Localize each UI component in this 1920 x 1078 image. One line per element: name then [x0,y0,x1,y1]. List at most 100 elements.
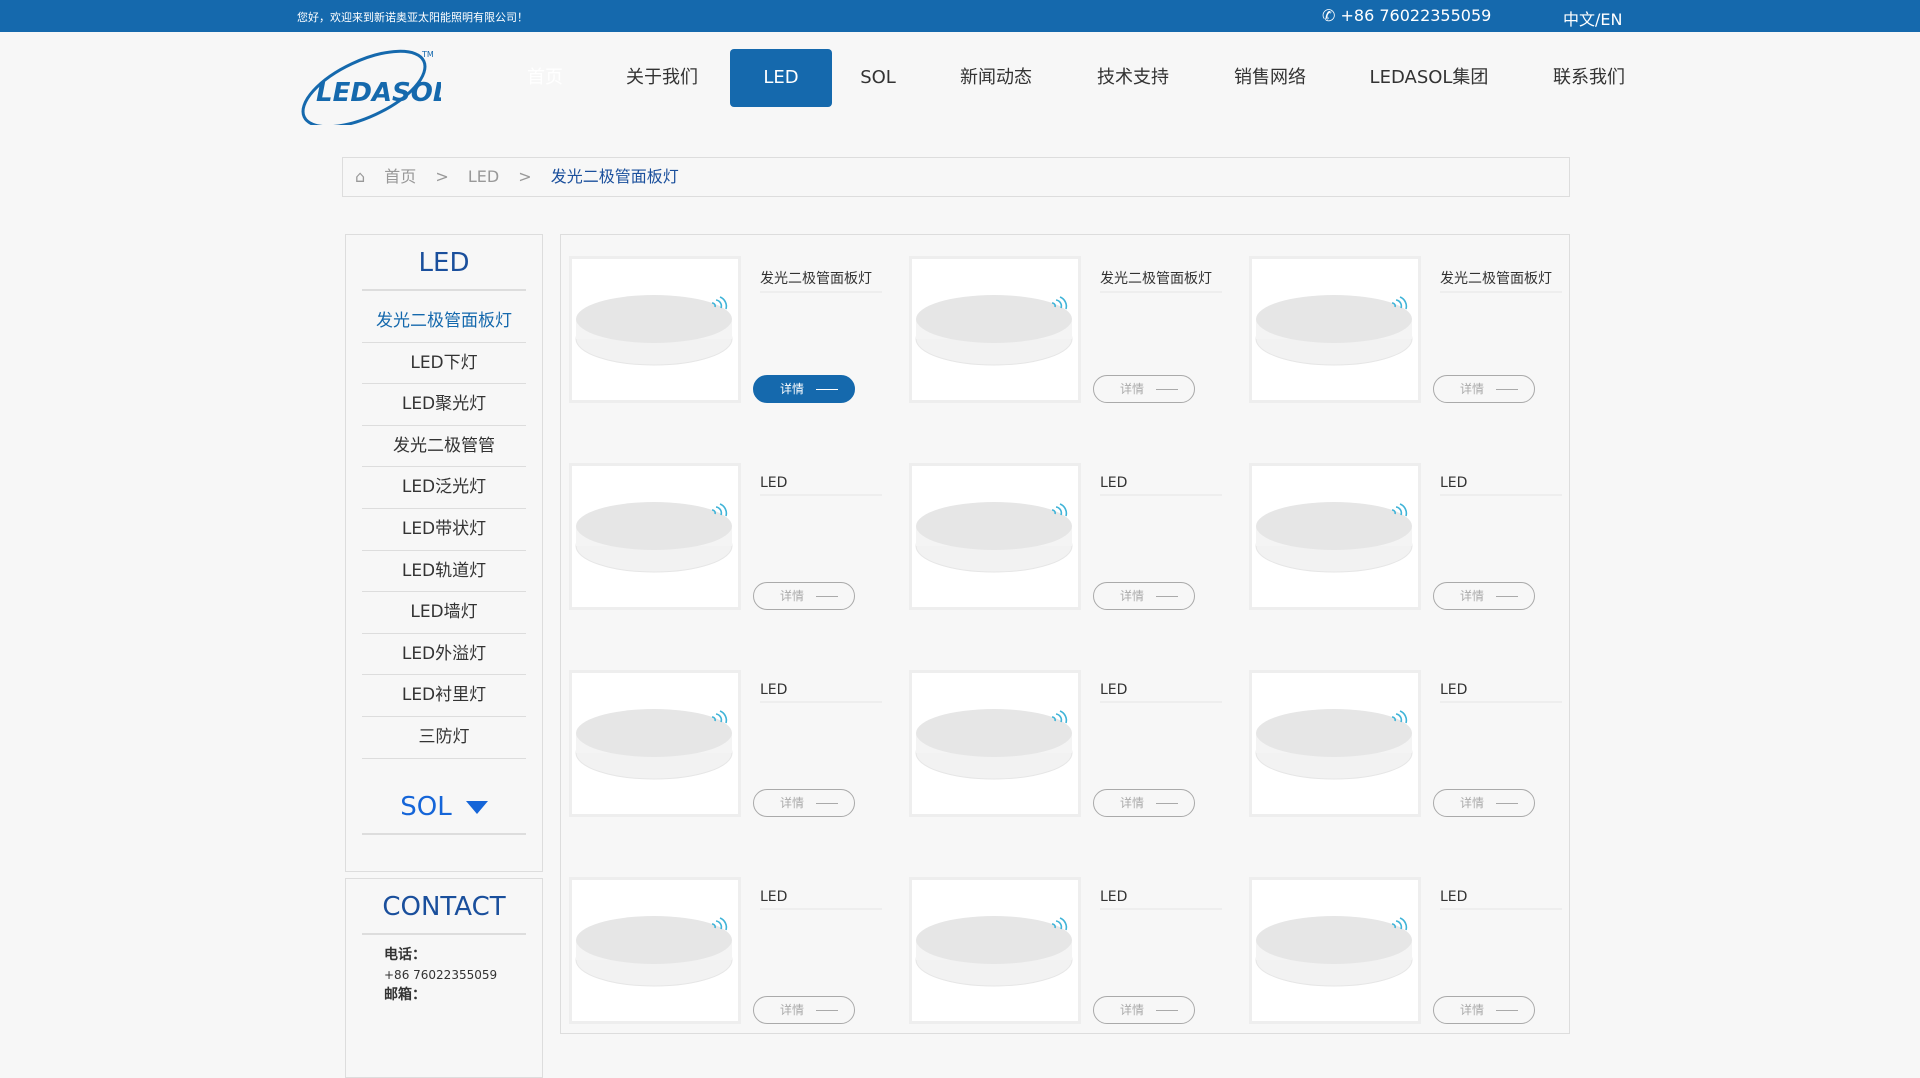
product-title[interactable]: LED [1100,889,1222,910]
sidebar-item[interactable]: LED聚光灯 [362,384,526,426]
sidebar-sol-toggle[interactable]: SOL [362,779,526,835]
product-title[interactable]: LED [1440,682,1562,703]
details-button[interactable]: 详情 [1433,789,1535,817]
details-label: 详情 [780,589,805,603]
details-button[interactable]: 详情 [1433,582,1535,610]
details-button[interactable]: 详情 [1093,375,1195,403]
details-label: 详情 [1460,382,1485,396]
details-button[interactable]: 详情 [1093,582,1195,610]
product-image[interactable] [1249,256,1421,403]
product-image[interactable] [909,877,1081,1024]
sidebar-item[interactable]: LED下灯 [362,343,526,385]
product-image[interactable] [569,877,741,1024]
product-title[interactable]: 发光二极管面板灯 [1100,268,1222,293]
product-card: LED 详情 [909,670,1239,820]
product-image[interactable] [909,463,1081,610]
nav-contact[interactable]: 联系我们 [1553,67,1625,88]
nav-news[interactable]: 新闻动态 [960,67,1032,88]
details-label: 详情 [780,1003,805,1017]
contact-phone: +86 76022355059 [384,968,498,982]
details-label: 详情 [1460,796,1485,810]
product-card: LED 详情 [909,463,1239,613]
nav-support[interactable]: 技术支持 [1097,67,1169,88]
panel-light-image [915,502,1073,573]
phone-icon: ✆ [1322,6,1341,25]
top-bar: 您好，欢迎来到新诺奥亚太阳能照明有限公司！ ✆ +86 76022355059 … [0,0,1920,32]
details-label: 详情 [1120,589,1145,603]
details-button[interactable]: 详情 [753,996,855,1024]
svg-text:TM: TM [421,50,434,59]
details-button[interactable]: 详情 [1093,789,1195,817]
product-title[interactable]: LED [1100,475,1222,496]
panel-light-image [575,295,733,366]
product-image[interactable] [909,256,1081,403]
arrow-right-icon [816,384,839,390]
panel-light-image [1255,295,1413,366]
nav-sales[interactable]: 销售网络 [1234,67,1306,88]
details-button[interactable]: 详情 [1433,375,1535,403]
sidebar-item[interactable]: LED衬里灯 [362,675,526,717]
details-button[interactable]: 详情 [753,582,855,610]
sidebar-item[interactable]: 三防灯 [362,717,526,759]
panel-light-image [915,295,1073,366]
product-card: 发光二极管面板灯 详情 [909,256,1239,406]
sidebar-item[interactable]: 发光二极管管 [362,426,526,468]
product-card: LED 详情 [1249,670,1579,820]
sidebar-item[interactable]: LED墙灯 [362,592,526,634]
nav-home[interactable]: 首页 [527,67,563,88]
details-button[interactable]: 详情 [753,789,855,817]
product-grid: 发光二极管面板灯 详情 发光二极管面板灯 详情 发光二极管面板灯 详情 LED … [560,234,1570,1034]
product-title[interactable]: LED [760,682,882,703]
product-title[interactable]: LED [1100,682,1222,703]
panel-light-image [575,502,733,573]
arrow-right-icon [1496,384,1519,390]
contact-title: CONTACT [362,879,526,935]
product-image[interactable] [569,670,741,817]
arrow-right-icon [1156,591,1179,597]
category-sidebar: LED 发光二极管面板灯 LED下灯 LED聚光灯 发光二极管管 LED泛光灯 LED带状… [345,234,543,872]
breadcrumb-home[interactable]: 首页 [384,167,417,186]
breadcrumb-current: 发光二极管面板灯 [550,167,679,186]
details-label: 详情 [1120,382,1145,396]
home-icon: ⌂ [355,167,366,186]
arrow-right-icon [1496,1005,1519,1011]
product-title[interactable]: LED [1440,475,1562,496]
product-image[interactable] [1249,877,1421,1024]
phone-number: +86 76022355059 [1340,6,1492,25]
product-image[interactable] [569,256,741,403]
nav-group[interactable]: LEDASOL集团 [1369,67,1489,88]
sidebar-item[interactable]: LED轨道灯 [362,551,526,593]
product-image[interactable] [1249,670,1421,817]
product-title[interactable]: 发光二极管面板灯 [1440,268,1562,293]
nav-about[interactable]: 关于我们 [626,67,698,88]
sol-label: SOL [400,791,452,822]
details-label: 详情 [1460,1003,1485,1017]
product-card: 发光二极管面板灯 详情 [1249,256,1579,406]
breadcrumb-led[interactable]: LED [467,167,500,186]
details-button[interactable]: 详情 [1093,996,1195,1024]
product-title[interactable]: LED [760,475,882,496]
product-card: LED 详情 [1249,463,1579,613]
nav-led[interactable]: LED [730,49,832,107]
email-label: 邮箱： [384,987,426,1003]
product-title[interactable]: 发光二极管面板灯 [760,268,882,293]
language-switch[interactable]: 中文/EN [1563,10,1623,29]
arrow-right-icon [816,1005,839,1011]
product-card: 发光二极管面板灯 详情 [569,256,899,406]
ledasol-logo[interactable]: LEDASOL TM [296,45,441,125]
sidebar-item[interactable]: LED外溢灯 [362,634,526,676]
product-title[interactable]: LED [760,889,882,910]
product-image[interactable] [909,670,1081,817]
product-image[interactable] [1249,463,1421,610]
nav-sol[interactable]: SOL [860,67,896,88]
product-title[interactable]: LED [1440,889,1562,910]
breadcrumb-sep: > [435,167,449,186]
sidebar-item[interactable]: LED泛光灯 [362,467,526,509]
breadcrumb-sep: > [518,167,532,186]
product-image[interactable] [569,463,741,610]
details-button[interactable]: 详情 [753,375,855,403]
panel-light-image [915,709,1073,780]
sidebar-item[interactable]: 发光二极管面板灯 [362,301,526,343]
sidebar-item[interactable]: LED带状灯 [362,509,526,551]
details-button[interactable]: 详情 [1433,996,1535,1024]
